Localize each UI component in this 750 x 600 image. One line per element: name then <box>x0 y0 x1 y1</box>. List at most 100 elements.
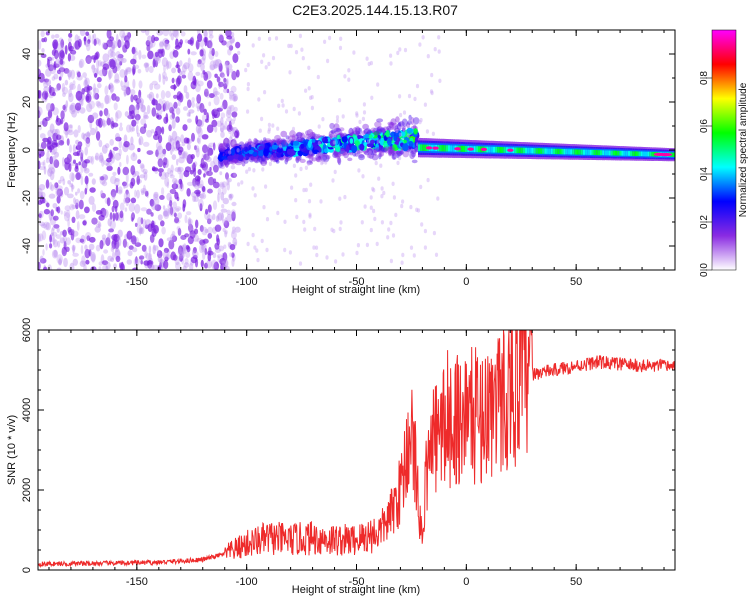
spectrogram-point <box>54 33 60 39</box>
spectrogram-point <box>196 137 200 144</box>
spectrogram-point <box>226 209 231 215</box>
spectrogram-point <box>80 151 83 158</box>
spectrogram-point <box>68 37 72 43</box>
spectrogram-point <box>126 154 129 165</box>
spectrogram-point <box>206 40 213 49</box>
spectrogram-point <box>380 220 384 225</box>
spectrogram-point <box>41 230 47 241</box>
spectrogram-point <box>322 154 330 163</box>
spectrogram-point <box>262 53 266 58</box>
spectrogram-point <box>197 59 202 65</box>
spectrogram-point <box>40 53 47 58</box>
spectrogram-point <box>419 184 423 190</box>
spectrogram-point <box>131 46 136 55</box>
spectrogram-point <box>307 135 314 140</box>
spectrogram-peak <box>454 147 461 151</box>
spectrogram-point <box>237 182 241 187</box>
spectrogram-point <box>134 222 138 227</box>
spectrogram-point <box>181 74 187 79</box>
spectrogram-point <box>271 55 276 61</box>
spectrogram-point <box>280 98 284 104</box>
spectrogram-point <box>369 227 373 233</box>
spectrogram-point <box>122 181 127 187</box>
spectrogram-band-segment <box>561 149 565 155</box>
spectrogram-point <box>146 94 153 99</box>
spectrogram-x-label: Height of straight line (km) <box>292 284 420 296</box>
spectrogram-point <box>45 157 50 164</box>
spectrogram-point <box>171 230 176 237</box>
spectrogram-point <box>153 224 159 234</box>
spectrogram-point <box>225 109 232 119</box>
spectrogram-point <box>139 174 146 179</box>
spectrogram-point <box>169 106 175 114</box>
spectrogram-point <box>145 62 150 73</box>
spectrogram-point <box>374 148 379 153</box>
spectrogram-point <box>83 263 87 270</box>
spectrogram-point <box>138 80 143 89</box>
spectrogram-point <box>408 117 412 122</box>
spectrogram-point <box>109 212 113 221</box>
spectrogram-point <box>230 148 235 156</box>
spectrogram-point <box>197 198 204 209</box>
spectrogram-point <box>77 188 81 194</box>
spectrogram-point <box>136 116 139 125</box>
spectrogram-band-segment <box>574 149 577 155</box>
spectrogram-point <box>123 192 129 201</box>
spectrogram-point <box>98 222 102 229</box>
spectrogram-point <box>59 49 65 59</box>
spectrogram-point <box>349 128 353 133</box>
spectrogram-point <box>325 155 331 160</box>
spectrogram-point <box>164 41 168 50</box>
spectrogram-point <box>321 135 326 142</box>
spectrogram-point <box>101 144 108 154</box>
spectrogram-point <box>388 122 394 129</box>
spectrogram-point <box>196 61 202 68</box>
spectrogram-point <box>59 59 64 65</box>
spectrogram-point <box>226 40 233 49</box>
spectrogram-point <box>113 102 118 111</box>
spectrogram-point <box>152 58 156 68</box>
spectrogram-point <box>53 73 59 80</box>
spectrogram-point <box>212 59 220 69</box>
spectrogram-point <box>234 241 237 246</box>
spectrogram-point <box>88 91 92 96</box>
spectrogram-point <box>365 242 369 248</box>
spectrogram-point <box>376 118 384 123</box>
spectrogram-point <box>70 69 76 80</box>
spectrogram-band-segment <box>672 152 675 157</box>
spectrogram-point <box>221 181 227 188</box>
spectrogram-point <box>364 151 371 156</box>
spectrogram-point <box>98 69 106 77</box>
spectrogram-point <box>189 37 194 46</box>
spectrogram-point <box>222 197 229 205</box>
spectrogram-point <box>152 244 156 255</box>
spectrogram-point <box>223 244 227 249</box>
spectrogram-point <box>88 249 92 257</box>
spectrogram-point <box>203 30 208 37</box>
spectrogram-point <box>363 204 367 209</box>
spectrogram-point <box>79 238 85 243</box>
spectrogram-point <box>357 135 361 139</box>
spectrogram-point <box>40 191 46 199</box>
spectrogram-point <box>371 154 379 161</box>
spectrogram-point <box>108 228 114 233</box>
spectrogram-point <box>123 79 130 89</box>
spectrogram-point <box>139 126 147 134</box>
spectrogram-point <box>261 156 266 162</box>
y-tick-label: 40 <box>21 48 33 60</box>
spectrogram-point <box>91 217 98 225</box>
spectrogram-point <box>76 221 80 231</box>
spectrogram-point <box>156 250 163 259</box>
spectrogram-point <box>100 190 104 197</box>
spectrogram-point <box>260 158 268 167</box>
spectrogram-band-segment <box>518 147 522 154</box>
spectrogram-band-segment <box>473 146 477 153</box>
spectrogram-point <box>159 258 163 266</box>
spectrogram-point <box>280 139 286 148</box>
spectrogram-point <box>207 226 213 235</box>
spectrogram-point <box>275 159 280 164</box>
spectrogram-point <box>409 245 414 250</box>
spectrogram-point <box>201 134 209 140</box>
